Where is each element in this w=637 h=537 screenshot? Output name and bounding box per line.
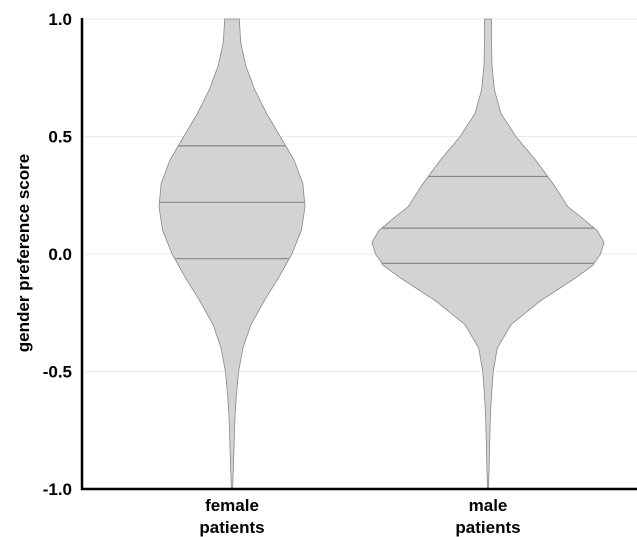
violin-shape <box>371 18 605 490</box>
y-tick-label: -0.5 <box>43 363 72 382</box>
y-tick-label: 0.5 <box>48 128 72 147</box>
y-tick-label: 1.0 <box>48 10 72 29</box>
violins <box>158 18 605 490</box>
y-ticks: 1.0 0.5 0.0 -0.5 -1.0 <box>43 10 72 499</box>
x-tick-label: patients <box>199 518 264 537</box>
violin-shape <box>158 18 306 490</box>
y-tick-label: -1.0 <box>43 480 72 499</box>
y-tick-label: 0.0 <box>48 245 72 264</box>
y-axis-title: gender preference score <box>14 154 33 352</box>
x-tick-label: female <box>205 496 259 515</box>
x-tick-label: patients <box>455 518 520 537</box>
x-tick-label: male <box>469 496 508 515</box>
x-category-labels: female patients male patients <box>199 496 520 537</box>
